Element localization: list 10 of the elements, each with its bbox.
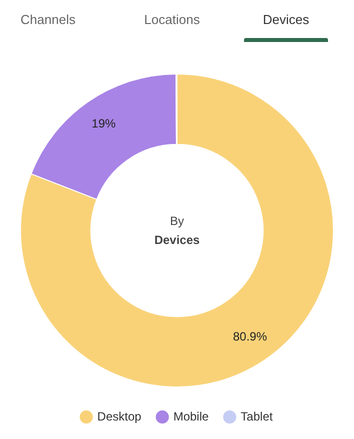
text: Locations	[143, 12, 201, 27]
legend-label: Mobile	[173, 409, 209, 424]
text: Devices	[154, 232, 200, 247]
data-label: 80.9%	[232, 330, 268, 344]
legend-label: Desktop	[97, 409, 142, 424]
data-label: 19%	[92, 116, 116, 130]
text: Devices	[262, 12, 310, 27]
legend-label: Tablet	[240, 409, 274, 424]
text: By	[170, 214, 184, 228]
text: Channels	[20, 12, 76, 27]
